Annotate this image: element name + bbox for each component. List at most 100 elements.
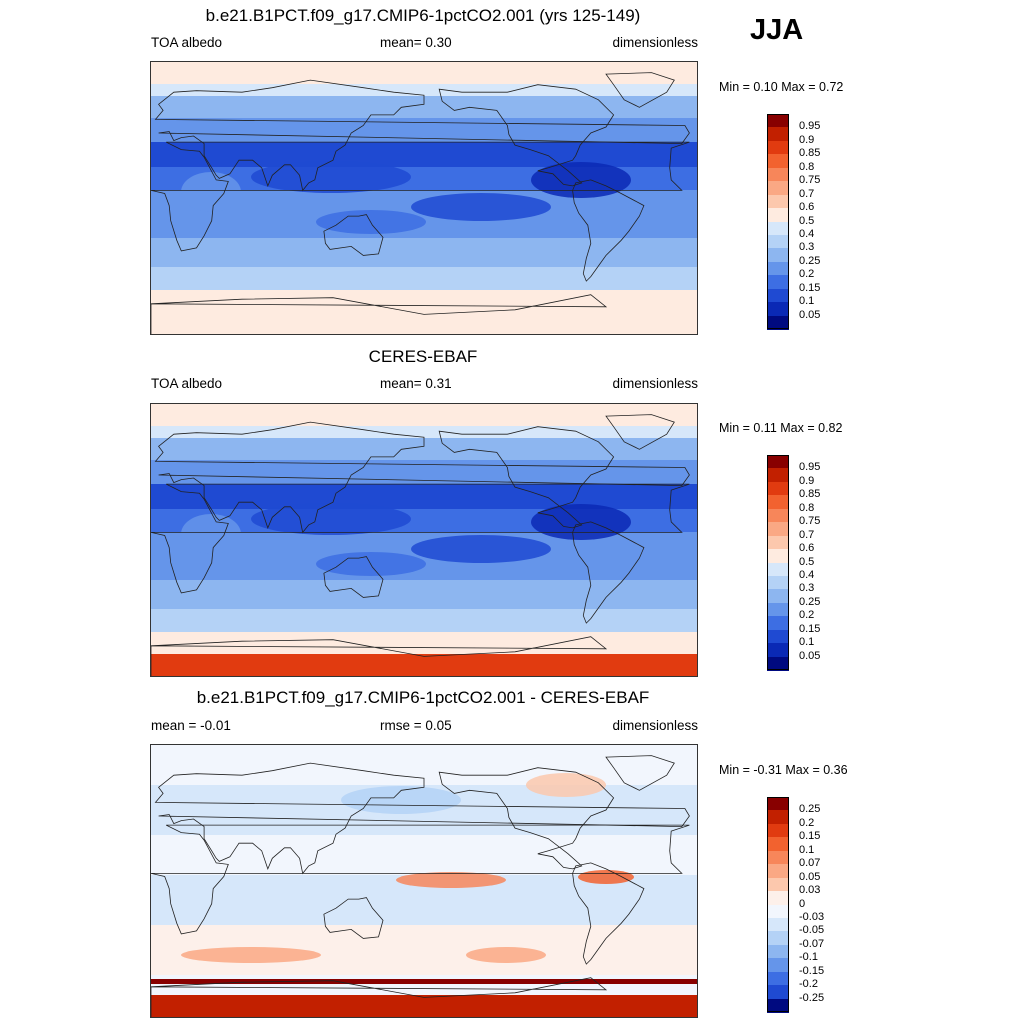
- colorbar-tick-label: 0.05: [799, 870, 821, 883]
- coastline-africa: [151, 824, 690, 935]
- colorbar-tick-label: 0.85: [799, 488, 821, 501]
- field-band: [151, 96, 697, 118]
- coastline-americas_s: [572, 862, 645, 965]
- panel-2-mean-label: mean= 0.31: [380, 376, 452, 391]
- colorbar-swatch: [767, 850, 789, 865]
- colorbar-tick-label: 0.8: [799, 501, 815, 514]
- panel-3-map-plot: [151, 745, 697, 1017]
- colorbar-tick-label: 0.95: [799, 120, 821, 133]
- coastline-eurasia: [154, 421, 690, 534]
- colorbar-swatch: [767, 234, 789, 249]
- colorbar-tick-label: 0.3: [799, 241, 815, 254]
- colorbar-tick-label: 0.2: [799, 268, 815, 281]
- coastline-greenland: [605, 72, 675, 108]
- colorbar-tick-label: -0.05: [799, 924, 825, 937]
- colorbar-swatch: [767, 958, 789, 973]
- colorbar-swatch: [767, 629, 789, 644]
- coastline-eurasia: [154, 79, 690, 192]
- colorbar-swatch: [767, 944, 789, 959]
- colorbar-swatch: [767, 221, 789, 236]
- field-feature: [181, 172, 241, 212]
- colorbar-tick-label: 0.03: [799, 884, 821, 897]
- season-label: JJA: [750, 14, 804, 46]
- panel-2-colorbar: 0.95 0.9 0.85 0.8 0.75 0.7 0.6 0.5 0.4 0.3 0.25 0.2…: [767, 455, 847, 671]
- colorbar-swatch: [767, 208, 789, 222]
- panel-2-units-label: dimensionless: [612, 376, 698, 391]
- panel-1-colorbar: 0.95 0.9 0.85 0.8 0.75 0.7 0.6 0.5 0.4 0.3 0.25 0.2…: [767, 114, 847, 330]
- coastline-australia: [323, 897, 384, 939]
- colorbar-tick-label: 0.5: [799, 214, 815, 227]
- coastline-africa: [151, 141, 690, 252]
- coastlines: [151, 72, 690, 334]
- colorbar-tick-label: 0.1: [799, 843, 815, 856]
- coastlines: [151, 414, 690, 676]
- colorbar-tick-label: 0.4: [799, 568, 815, 581]
- colorbar-tick-label: 0.9: [799, 133, 815, 146]
- colorbar-tick-label: 0.95: [799, 461, 821, 474]
- panel-1-mean-label: mean= 0.30: [380, 35, 452, 50]
- panel-1-title: b.e21.B1PCT.f09_g17.CMIP6-1pctCO2.001 (y…: [205, 6, 641, 25]
- coastline-americas_n: [438, 426, 615, 529]
- panel-1-variable-label: TOA albedo: [151, 35, 223, 50]
- colorbar-tick-label: 0.6: [799, 542, 815, 555]
- colorbar-tick-label: 0.15: [799, 830, 821, 843]
- colorbar-swatch: [767, 288, 789, 303]
- field-background: [151, 62, 697, 334]
- colorbar-tick-label: 0.7: [799, 528, 815, 541]
- colorbar-tick-label: 0.75: [799, 515, 821, 528]
- colorbar-swatch: [767, 837, 789, 852]
- colorbar-tick-label: 0.75: [799, 174, 821, 187]
- colorbar-swatch: [767, 140, 789, 155]
- colorbar-swatch: [767, 575, 789, 590]
- colorbar-tick-label: 0.25: [799, 254, 821, 267]
- field-band: [151, 975, 697, 995]
- colorbar-swatch: [767, 468, 789, 483]
- colorbar-tick-label: -0.07: [799, 937, 825, 950]
- colorbar-tick-label: 0.2: [799, 609, 815, 622]
- coastline-eurasia: [154, 762, 690, 875]
- field-band: [151, 142, 697, 167]
- colorbar-swatch: [767, 248, 789, 263]
- colorbar-swatch: [767, 917, 789, 932]
- field-feature: [341, 786, 461, 814]
- panel-2-title: CERES-EBAF: [368, 347, 478, 366]
- colorbar-swatch: [767, 602, 789, 617]
- colorbar-swatch: [767, 154, 789, 169]
- field-feature: [526, 773, 606, 797]
- colorbar-tick-label: -0.03: [799, 910, 825, 923]
- colorbar-swatch: [767, 998, 789, 1013]
- coastline-antarctica: [151, 294, 608, 334]
- panel-3-colorbar: 0.25 0.2 0.15 0.1 0.07 0.05 0.03 0 -0.03 -0.05 -0.…: [767, 797, 847, 1013]
- panel-2-map-plot: [151, 404, 697, 676]
- colorbar-tick-label: -0.1: [799, 951, 818, 964]
- field-band: [151, 404, 697, 426]
- coastline-greenland: [605, 755, 675, 791]
- field-band: [151, 654, 697, 676]
- colorbar-tick-label: 0.6: [799, 201, 815, 214]
- panel-1-map: [150, 61, 698, 335]
- colorbar-swatch: [767, 616, 789, 631]
- field-feature: [466, 947, 546, 963]
- colorbar-tick-label: 0.85: [799, 147, 821, 160]
- panel-1-units-label: dimensionless: [612, 35, 698, 50]
- field-band: [151, 835, 697, 875]
- colorbar-swatch: [767, 931, 789, 946]
- colorbar-swatch: [767, 194, 789, 209]
- colorbar-swatch: [767, 904, 789, 919]
- colorbar-swatch: [767, 656, 789, 671]
- panel-3-rmse-label: rmse = 0.05: [380, 718, 452, 733]
- colorbar-swatch: [767, 261, 789, 276]
- colorbar-swatch: [767, 971, 789, 986]
- field-feature: [531, 504, 631, 540]
- colorbar-swatch: [767, 127, 789, 142]
- colorbar-tick-label: 0.15: [799, 622, 821, 635]
- colorbar-tick-label: 0.05: [799, 308, 821, 321]
- colorbar-swatch: [767, 810, 789, 825]
- colorbar-swatch: [767, 877, 789, 892]
- colorbar-tick-label: 0.7: [799, 187, 815, 200]
- coastline-antarctica: [151, 636, 608, 676]
- coastline-americas_s: [572, 179, 645, 282]
- coastline-australia: [323, 214, 384, 256]
- coastline-australia: [323, 556, 384, 598]
- coastline-americas_s: [572, 521, 645, 624]
